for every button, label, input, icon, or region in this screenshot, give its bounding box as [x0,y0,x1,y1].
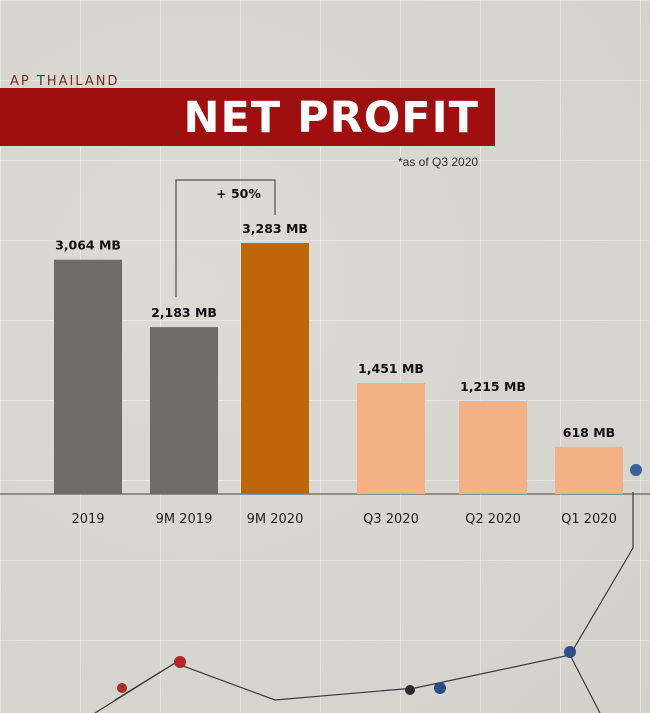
category-label: 9M 2020 [247,512,304,527]
person-figure [117,683,127,693]
bar-2019 [54,259,122,494]
growth-bracket: + 50% [175,179,276,298]
title-band: NET PROFIT [0,88,495,146]
bracket-line [175,179,276,298]
value-label: 1,215 MB [460,379,526,394]
value-label: 3,283 MB [242,221,308,236]
person-figure [434,682,446,694]
growth-label: + 50% [216,186,261,201]
category-label: Q1 2020 [561,512,617,527]
chart-title: NET PROFIT [183,93,479,143]
bar-9m-2020 [241,243,309,494]
as-of-note: *as of Q3 2020 [398,155,479,169]
category-label: Q3 2020 [363,512,419,527]
decor-line [94,662,176,713]
decor-line [569,654,601,713]
person-figure [174,656,186,668]
person-figure [630,464,642,476]
person-figure [405,685,415,695]
category-label: 9M 2019 [156,512,213,527]
category-label: 2019 [71,512,104,527]
value-label: 1,451 MB [358,361,424,376]
value-label: 618 MB [563,425,615,440]
person-figure [564,646,576,658]
category-label: Q2 2020 [465,512,521,527]
bar-9m-2019 [150,327,218,494]
bar-q3-2020 [357,383,425,494]
value-label: 2,183 MB [151,305,217,320]
bar-q2-2020 [459,401,527,494]
bar-q1-2020 [555,446,623,494]
value-label: 3,064 MB [55,238,121,253]
brand-label: AP THAILAND [10,74,120,89]
background-figures [117,464,642,695]
